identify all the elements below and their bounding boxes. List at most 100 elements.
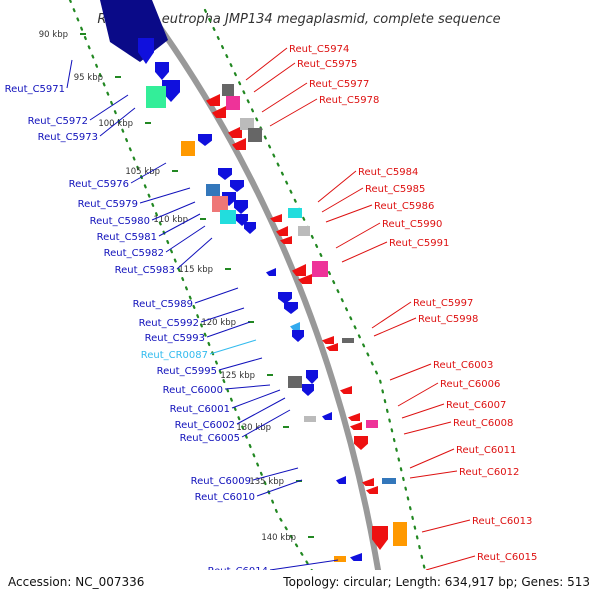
gene-label-reverse[interactable]: Reut_C5975	[297, 59, 357, 70]
gene-label-reverse[interactable]: Reut_C6007	[446, 400, 506, 411]
gene-label-forward[interactable]: Reut_C5992	[139, 318, 199, 329]
gene-block[interactable]	[312, 261, 328, 277]
gene-arrow-reverse[interactable]	[322, 412, 332, 420]
gene-label-reverse[interactable]: Reut_C5978	[319, 95, 379, 106]
gene-block[interactable]	[212, 196, 228, 212]
gene-label-forward[interactable]: Reut_C6000	[163, 385, 223, 396]
gene-block[interactable]	[146, 86, 166, 108]
gene-block[interactable]	[181, 141, 195, 156]
gene-arrow-reverse[interactable]	[292, 264, 306, 276]
gene-block[interactable]	[240, 118, 254, 130]
gene-block[interactable]	[220, 210, 236, 224]
gene-label-reverse[interactable]: Reut_C5991	[389, 238, 449, 249]
gene-label-forward[interactable]: Reut_C5995	[157, 366, 217, 377]
gene-arrow-reverse[interactable]	[298, 274, 312, 284]
gene-block[interactable]	[298, 226, 310, 236]
gene-label-forward[interactable]: Reut_C6005	[180, 433, 240, 444]
gene-label-forward[interactable]: Reut_C6009	[191, 476, 251, 487]
gene-arrow-forward[interactable]	[372, 526, 388, 550]
gene-label-forward[interactable]: Reut_C6010	[195, 492, 255, 503]
gene-arrow-forward[interactable]	[354, 436, 368, 450]
gene-block[interactable]	[226, 96, 240, 110]
gene-block[interactable]	[366, 420, 378, 428]
gene-arrow-forward[interactable]	[278, 292, 292, 304]
gene-block[interactable]	[248, 128, 262, 142]
gene-label-forward[interactable]: Reut_CR0087	[141, 350, 208, 361]
gene-arrow-forward[interactable]	[306, 370, 318, 384]
gene-label-reverse[interactable]: Reut_C5990	[382, 219, 442, 230]
gene-arrow-reverse[interactable]	[326, 343, 338, 351]
gene-label-forward[interactable]: Reut_C5973	[38, 132, 98, 143]
gene-block[interactable]	[334, 556, 346, 562]
gene-block[interactable]	[342, 338, 354, 343]
gene-block[interactable]	[304, 416, 316, 422]
gene-label-forward[interactable]: Reut_C5981	[97, 232, 157, 243]
gene-arrow-reverse[interactable]	[290, 322, 300, 330]
gene-arrow-forward[interactable]	[234, 200, 248, 214]
gene-block[interactable]	[393, 522, 407, 546]
gene-arrow-reverse[interactable]	[348, 413, 360, 421]
gene-arrow-forward[interactable]	[162, 80, 180, 102]
gene-arrow-forward[interactable]	[198, 134, 212, 146]
gene-arrow-reverse[interactable]	[336, 476, 346, 484]
gene-label-reverse[interactable]: Reut_C6006	[440, 379, 500, 390]
gene-arrow-forward[interactable]	[284, 302, 298, 314]
gene-label-forward[interactable]: Reut_C5972	[28, 116, 88, 127]
gene-arrow-reverse[interactable]	[362, 478, 374, 486]
gene-block[interactable]	[206, 184, 220, 196]
gene-label-forward[interactable]: Reut_C6001	[170, 404, 230, 415]
gene-arrow-reverse[interactable]	[212, 106, 226, 118]
gene-arrow-reverse[interactable]	[270, 214, 282, 222]
gene-arrow-reverse[interactable]	[280, 236, 292, 244]
gene-label-reverse[interactable]: Reut_C5974	[289, 44, 349, 55]
gene-label-forward[interactable]: Reut_C5993	[145, 333, 205, 344]
kbp-tick-label: 125 kbp	[220, 371, 255, 381]
gene-block[interactable]	[288, 376, 302, 388]
gene-arrow-forward[interactable]	[230, 180, 244, 192]
gene-label-reverse[interactable]: Reut_C5977	[309, 79, 369, 90]
gene-arrow-reverse[interactable]	[266, 268, 276, 276]
gene-label-reverse[interactable]: Reut_C6013	[472, 516, 532, 527]
gene-arrow-reverse[interactable]	[276, 226, 288, 236]
gene-label-reverse[interactable]: Reut_C6003	[433, 360, 493, 371]
label-leader-line	[99, 107, 136, 137]
gene-label-reverse[interactable]: Reut_C6015	[477, 552, 537, 563]
gene-block[interactable]	[222, 84, 234, 96]
gene-label-reverse[interactable]: Reut_C6011	[456, 445, 516, 456]
gene-label-reverse[interactable]: Reut_C6008	[453, 418, 513, 429]
gene-arrow-reverse[interactable]	[206, 94, 220, 106]
gene-arrow-forward[interactable]	[292, 330, 304, 342]
gene-label-reverse[interactable]: Reut_C5985	[365, 184, 425, 195]
strand-guide-lines	[68, 0, 434, 600]
gene-arrow-reverse[interactable]	[322, 336, 334, 344]
gene-label-reverse[interactable]: Reut_C5998	[418, 314, 478, 325]
gene-label-reverse[interactable]: Reut_C5986	[374, 201, 434, 212]
gene-arrow-forward[interactable]	[244, 222, 256, 234]
gene-label-reverse[interactable]: Reut_C5997	[413, 298, 473, 309]
gene-label-forward[interactable]: Reut_C5982	[104, 248, 164, 259]
gene-arrow-reverse[interactable]	[340, 386, 352, 394]
gene-label-forward[interactable]: Reut_C5983	[115, 265, 175, 276]
gene-arrow-forward[interactable]	[155, 62, 169, 80]
gene-label-forward[interactable]: Reut_C6002	[175, 420, 235, 431]
gene-label-forward[interactable]: Reut_C5971	[5, 84, 65, 95]
gene-arrow-forward[interactable]	[218, 168, 232, 180]
gene-arrow-reverse[interactable]	[228, 126, 242, 138]
kbp-tick-label: 120 kbp	[201, 318, 236, 328]
gene-label-reverse[interactable]: Reut_C6012	[459, 467, 519, 478]
gene-arrow-forward[interactable]	[302, 384, 314, 396]
gene-arrow-reverse[interactable]	[232, 138, 246, 150]
gene-block[interactable]	[288, 208, 302, 218]
gene-label-forward[interactable]: Reut_C5989	[133, 299, 193, 310]
gene-label-reverse[interactable]: Reut_C5984	[358, 167, 418, 178]
gene-arrow-reverse[interactable]	[366, 486, 378, 494]
gene-block[interactable]	[100, 0, 168, 62]
gene-label-forward[interactable]: Reut_C5980	[90, 216, 150, 227]
gene-arrow-forward[interactable]	[138, 38, 154, 64]
gene-arrow-reverse[interactable]	[350, 422, 362, 430]
gene-label-forward[interactable]: Reut_C5979	[78, 199, 138, 210]
gene-arrow-reverse[interactable]	[350, 553, 362, 561]
gene-block[interactable]	[382, 478, 396, 484]
gene-label-forward[interactable]: Reut_C5976	[69, 179, 129, 190]
